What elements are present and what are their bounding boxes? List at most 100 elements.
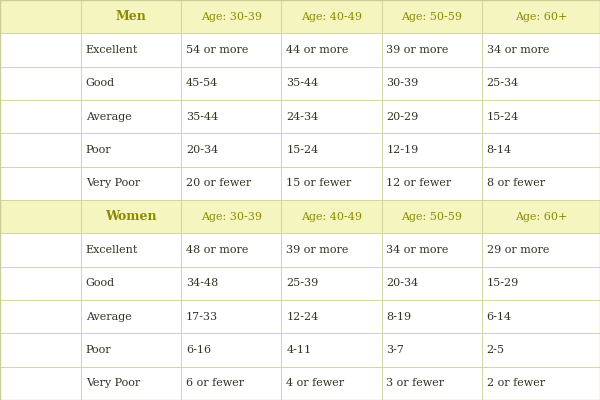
Bar (0, 67, 81, 100)
Bar (281, 133, 382, 167)
Bar (81, 233, 181, 267)
Bar (81, 33, 181, 67)
Text: 20-29: 20-29 (386, 112, 419, 122)
Text: 2 or fewer: 2 or fewer (487, 378, 545, 388)
Bar (281, 367, 382, 400)
Bar (281, 0, 382, 33)
Bar (482, 267, 600, 300)
Bar (281, 33, 382, 67)
Bar (382, 167, 482, 200)
Text: 8-14: 8-14 (487, 145, 512, 155)
Text: Men: Men (116, 10, 146, 23)
Text: Average: Average (86, 112, 131, 122)
Bar (281, 300, 382, 333)
Text: 4 or fewer: 4 or fewer (286, 378, 344, 388)
Bar (281, 233, 382, 267)
Text: Age: 30-39: Age: 30-39 (201, 12, 262, 22)
Bar (181, 100, 281, 133)
Text: 20 or fewer: 20 or fewer (186, 178, 251, 188)
Bar (181, 33, 281, 67)
Bar (0, 300, 81, 333)
Bar (81, 133, 181, 167)
Text: Age: 60+: Age: 60+ (515, 212, 567, 222)
Text: Age: 60+: Age: 60+ (515, 12, 567, 22)
Bar (382, 67, 482, 100)
Bar (0, 233, 81, 267)
Bar (181, 67, 281, 100)
Bar (81, 333, 181, 367)
Bar (181, 167, 281, 200)
Bar (382, 100, 482, 133)
Text: Poor: Poor (86, 345, 112, 355)
Text: 6-14: 6-14 (487, 312, 512, 322)
Bar (281, 67, 382, 100)
Bar (281, 200, 382, 233)
Text: 35-44: 35-44 (286, 78, 319, 88)
Bar (0, 100, 81, 133)
Text: 3 or fewer: 3 or fewer (386, 378, 445, 388)
Text: Age: 40-49: Age: 40-49 (301, 12, 362, 22)
Text: 6 or fewer: 6 or fewer (186, 378, 244, 388)
Text: Good: Good (86, 278, 115, 288)
Bar (181, 0, 281, 33)
Bar (181, 367, 281, 400)
Bar (0, 200, 81, 233)
Bar (81, 67, 181, 100)
Text: 12-24: 12-24 (286, 312, 319, 322)
Bar (382, 133, 482, 167)
Text: 8-19: 8-19 (386, 312, 412, 322)
Bar (482, 67, 600, 100)
Text: 39 or more: 39 or more (386, 45, 449, 55)
Bar (81, 0, 181, 33)
Text: 20-34: 20-34 (186, 145, 218, 155)
Bar (382, 200, 482, 233)
Bar (281, 333, 382, 367)
Text: Excellent: Excellent (86, 245, 138, 255)
Bar (181, 333, 281, 367)
Text: 20-34: 20-34 (386, 278, 419, 288)
Bar (181, 133, 281, 167)
Text: 6-16: 6-16 (186, 345, 211, 355)
Bar (181, 267, 281, 300)
Text: 12-19: 12-19 (386, 145, 419, 155)
Bar (482, 167, 600, 200)
Text: Very Poor: Very Poor (86, 378, 140, 388)
Bar (382, 333, 482, 367)
Bar (382, 33, 482, 67)
Bar (382, 0, 482, 33)
Text: Age: 50-59: Age: 50-59 (401, 12, 462, 22)
Text: 17-33: 17-33 (186, 312, 218, 322)
Bar (382, 300, 482, 333)
Bar (382, 267, 482, 300)
Bar (482, 333, 600, 367)
Text: 2-5: 2-5 (487, 345, 505, 355)
Bar (181, 233, 281, 267)
Bar (81, 267, 181, 300)
Bar (81, 300, 181, 333)
Text: 34 or more: 34 or more (386, 245, 449, 255)
Text: 45-54: 45-54 (186, 78, 218, 88)
Text: Very Poor: Very Poor (86, 178, 140, 188)
Bar (181, 200, 281, 233)
Bar (0, 133, 81, 167)
Text: 29 or more: 29 or more (487, 245, 549, 255)
Bar (482, 300, 600, 333)
Text: 4-11: 4-11 (286, 345, 311, 355)
Bar (81, 367, 181, 400)
Bar (81, 167, 181, 200)
Text: 15-24: 15-24 (286, 145, 319, 155)
Text: 39 or more: 39 or more (286, 245, 349, 255)
Bar (281, 267, 382, 300)
Bar (81, 200, 181, 233)
Text: 15-29: 15-29 (487, 278, 519, 288)
Text: 54 or more: 54 or more (186, 45, 248, 55)
Bar (181, 300, 281, 333)
Text: Excellent: Excellent (86, 45, 138, 55)
Bar (0, 333, 81, 367)
Text: 8 or fewer: 8 or fewer (487, 178, 545, 188)
Bar (482, 133, 600, 167)
Text: 44 or more: 44 or more (286, 45, 349, 55)
Text: Poor: Poor (86, 145, 112, 155)
Text: 34-48: 34-48 (186, 278, 218, 288)
Text: Women: Women (105, 210, 157, 223)
